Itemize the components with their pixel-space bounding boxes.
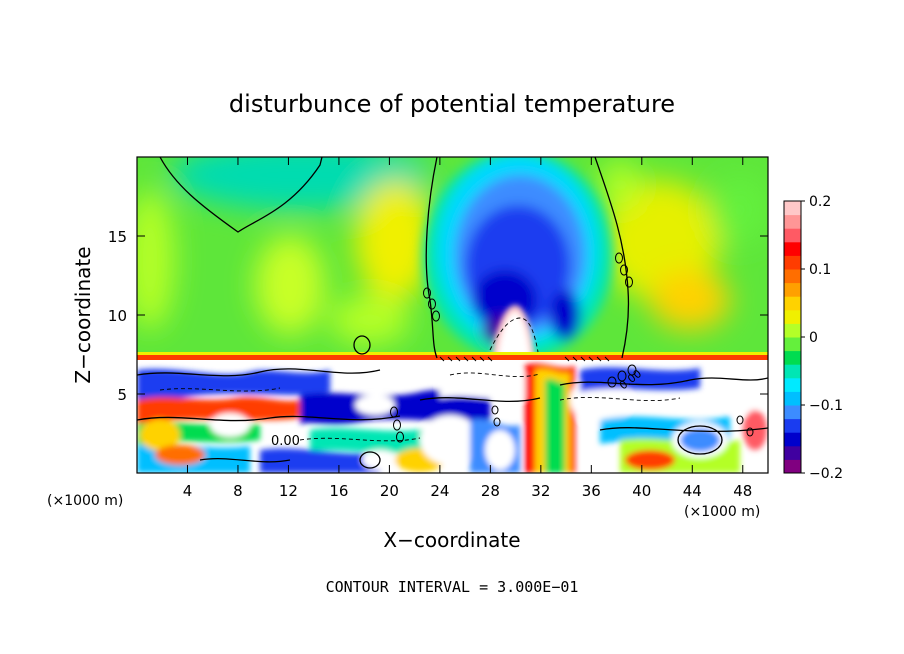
y-tick-label: 15 [108, 228, 127, 246]
x-tick-label: 32 [531, 482, 550, 500]
colorbar-swatch [784, 282, 801, 297]
colorbar-tick-label: −0.1 [809, 398, 843, 414]
y-axis-label: Z−coordinate [71, 246, 95, 383]
contour-label: 0.00 [271, 434, 300, 449]
colorbar-swatch [784, 418, 801, 433]
x-tick-label: 44 [683, 482, 702, 500]
x-tick-label: 24 [430, 482, 449, 500]
x-axis-label: X−coordinate [383, 528, 520, 552]
colorbar-swatch [784, 296, 801, 311]
colorbar-swatch [784, 269, 801, 284]
y-tick-label: 5 [117, 386, 127, 404]
x-unit-left: (×1000 m) [47, 493, 123, 509]
colorbar-swatch [784, 323, 801, 338]
chart-title: disturbunce of potential temperature [229, 90, 675, 118]
colorbar-tick-label: 0.1 [809, 262, 831, 278]
x-axis-ticks: 4 8 12 16 20 24 28 32 36 40 44 48 [183, 157, 752, 500]
colorbar-swatch [784, 459, 801, 474]
colorbar-swatch [784, 201, 801, 216]
colorbar-swatch [784, 228, 801, 243]
y-axis-ticks: 5 10 15 [108, 228, 768, 404]
x-tick-label: 20 [380, 482, 399, 500]
contour-interval-text: CONTOUR INTERVAL = 3.000E−01 [326, 578, 579, 596]
x-tick-label: 16 [329, 482, 348, 500]
colorbar-swatch [784, 432, 801, 447]
colorbar-swatch [784, 241, 801, 256]
colorbar-tick-label: −0.2 [809, 466, 843, 482]
y-tick-label: 10 [108, 307, 127, 325]
colorbar-ticks: 0.2 0.1 0 −0.1 −0.2 [801, 194, 843, 482]
colorbar-swatch [784, 337, 801, 352]
x-tick-label: 12 [279, 482, 298, 500]
colorbar-swatch [784, 391, 801, 406]
colorbar-tick-label: 0 [809, 330, 818, 346]
heatmap-field [137, 157, 768, 473]
colorbar-tick-label: 0.2 [809, 194, 831, 210]
colorbar-swatch [784, 377, 801, 392]
colorbar-swatch [784, 364, 801, 379]
colorbar-swatch [784, 255, 801, 270]
x-tick-label: 8 [233, 482, 243, 500]
colorbar-swatch [784, 445, 801, 460]
x-tick-label: 48 [733, 482, 752, 500]
colorbar-swatch [784, 214, 801, 229]
x-tick-label: 28 [481, 482, 500, 500]
colorbar-swatch [784, 309, 801, 324]
x-tick-label: 4 [183, 482, 193, 500]
colorbar-swatch [784, 405, 801, 420]
x-unit-right: (×1000 m) [684, 504, 760, 520]
colorbar-swatch [784, 350, 801, 365]
colorbar [783, 200, 802, 474]
x-tick-label: 36 [582, 482, 601, 500]
x-tick-label: 40 [632, 482, 651, 500]
